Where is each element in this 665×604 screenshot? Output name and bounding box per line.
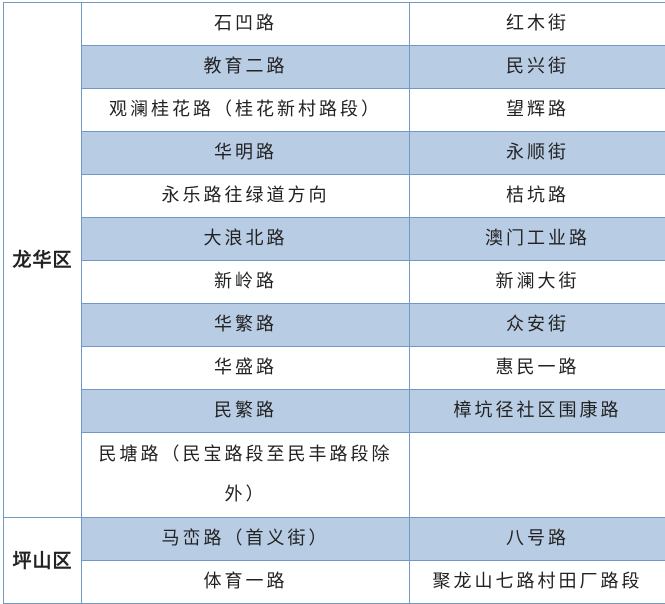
road-cell: 石凹路 — [82, 3, 410, 46]
road-cell: 观澜桂花路（桂花新村路段） — [82, 89, 410, 132]
district-name: 龙华区 — [4, 3, 82, 518]
table-row: 教育二路民兴街 — [4, 46, 665, 89]
road-cell: 永顺街 — [410, 132, 665, 175]
road-cell: 马峦路（首义街） — [82, 518, 410, 561]
road-cell: 华繁路 — [82, 304, 410, 347]
road-cell — [410, 433, 665, 518]
road-cell: 桔坑路 — [410, 175, 665, 218]
road-cell: 樟坑径社区围康路 — [410, 390, 665, 433]
road-cell: 体育一路 — [82, 561, 410, 604]
table-row: 体育一路聚龙山七路村田厂路段 — [4, 561, 665, 604]
road-cell: 华明路 — [82, 132, 410, 175]
road-cell: 民兴街 — [410, 46, 665, 89]
table-row: 龙华区石凹路红木街 — [4, 3, 665, 46]
table-row: 华明路永顺街 — [4, 132, 665, 175]
road-table: 龙华区石凹路红木街教育二路民兴街观澜桂花路（桂花新村路段）望辉路华明路永顺街永乐… — [3, 2, 665, 604]
table-row: 坪山区马峦路（首义街）八号路 — [4, 518, 665, 561]
table-row: 大浪北路澳门工业路 — [4, 218, 665, 261]
road-cell: 澳门工业路 — [410, 218, 665, 261]
table-row: 民塘路（民宝路段至民丰路段除外） — [4, 433, 665, 518]
road-cell: 众安街 — [410, 304, 665, 347]
table-row: 观澜桂花路（桂花新村路段）望辉路 — [4, 89, 665, 132]
road-cell: 新澜大街 — [410, 261, 665, 304]
table-row: 永乐路往绿道方向桔坑路 — [4, 175, 665, 218]
road-cell: 民塘路（民宝路段至民丰路段除外） — [82, 433, 410, 518]
table-row: 民繁路樟坑径社区围康路 — [4, 390, 665, 433]
road-cell: 望辉路 — [410, 89, 665, 132]
district-name: 坪山区 — [4, 518, 82, 604]
road-cell: 大浪北路 — [82, 218, 410, 261]
table-row: 华盛路惠民一路 — [4, 347, 665, 390]
road-cell: 八号路 — [410, 518, 665, 561]
road-cell: 民繁路 — [82, 390, 410, 433]
table-row: 新岭路新澜大街 — [4, 261, 665, 304]
road-cell: 惠民一路 — [410, 347, 665, 390]
road-cell: 聚龙山七路村田厂路段 — [410, 561, 665, 604]
road-cell: 永乐路往绿道方向 — [82, 175, 410, 218]
table-row: 华繁路众安街 — [4, 304, 665, 347]
road-cell: 华盛路 — [82, 347, 410, 390]
road-cell: 红木街 — [410, 3, 665, 46]
road-cell: 新岭路 — [82, 261, 410, 304]
road-cell: 教育二路 — [82, 46, 410, 89]
